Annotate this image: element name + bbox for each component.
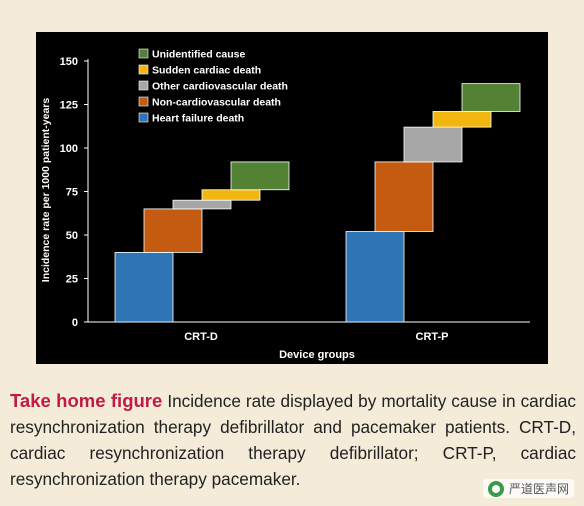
bar-segment-crt-d-unidentified-cause xyxy=(230,161,290,191)
bar-segment-crt-d-sudden-cardiac-death xyxy=(201,189,261,201)
bar-segment-crt-p-other-cardiovascular-death xyxy=(403,126,463,163)
bar-segment-crt-p-non-cardiovascular-death xyxy=(374,161,434,232)
y-tick-label: 125 xyxy=(60,100,78,112)
figure-panel: 0 25 50 75 100 125 150 CRT-D CRT-P Unidentified… xyxy=(36,32,548,364)
legend-label: Sudden cardiac death xyxy=(152,65,261,77)
figure-caption: Take home figure Incidence rate displaye… xyxy=(10,388,576,492)
legend-swatch xyxy=(138,64,149,75)
legend-swatch xyxy=(138,112,149,123)
legend-swatch xyxy=(138,80,149,91)
chart-background xyxy=(36,32,548,364)
bar-segment-crt-d-non-cardiovascular-death xyxy=(143,208,203,253)
bar-segment-crt-d-other-cardiovascular-death xyxy=(172,199,232,210)
watermark-text: 严道医声网 xyxy=(508,482,569,496)
y-tick-label: 75 xyxy=(66,187,78,199)
bar-segment-crt-p-heart-failure-death xyxy=(345,231,405,323)
wechat-logo-icon xyxy=(487,480,504,497)
watermark: 严道医声网 xyxy=(482,479,574,498)
legend-label: Heart failure death xyxy=(152,113,244,125)
y-tick-label: 150 xyxy=(60,56,78,68)
y-tick-label: 50 xyxy=(66,230,78,242)
legend-label: Unidentified cause xyxy=(152,49,246,61)
legend-label: Non-cardiovascular death xyxy=(152,97,281,109)
x-axis-label: Device groups xyxy=(279,349,355,361)
x-tick-label: CRT-P xyxy=(416,331,449,343)
caption-text: Incidence rate displayed by mortality ca… xyxy=(10,391,576,489)
legend-swatch xyxy=(138,96,149,107)
legend-label: Other cardiovascular death xyxy=(152,81,288,93)
y-tick-label: 25 xyxy=(66,274,78,286)
y-tick-label: 0 xyxy=(72,317,78,329)
waterfall-chart: 0 25 50 75 100 125 150 CRT-D CRT-P Unidentified… xyxy=(36,32,548,364)
legend-swatch xyxy=(138,48,149,59)
bar-segment-crt-d-heart-failure-death xyxy=(114,251,174,323)
x-tick-label: CRT-D xyxy=(184,331,218,343)
bar-segment-crt-p-unidentified-cause xyxy=(461,83,521,112)
caption-lead: Take home figure xyxy=(10,390,163,411)
bar-segment-crt-p-sudden-cardiac-death xyxy=(432,111,492,128)
y-axis-label: Incidence rate per 1000 patient-years xyxy=(40,98,52,283)
y-tick-label: 100 xyxy=(60,143,78,155)
